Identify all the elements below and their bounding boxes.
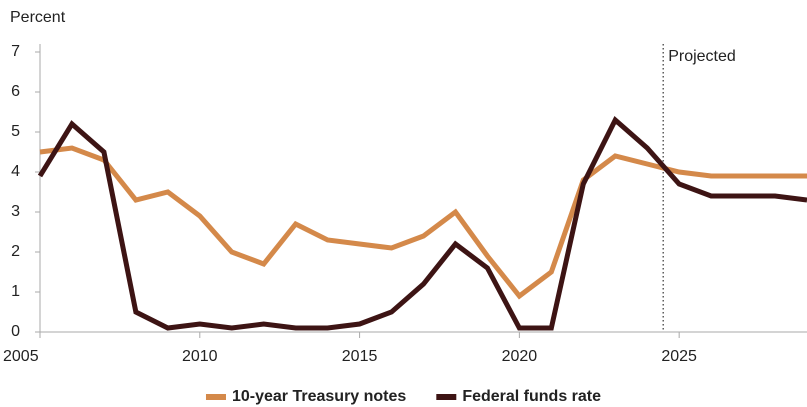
series-line: [39, 145, 807, 300]
y-tick-label: 4: [11, 163, 20, 180]
legend-label: 10-year Treasury notes: [232, 388, 406, 405]
y-tick-label: 1: [11, 283, 20, 300]
series-line: [37, 115, 807, 331]
y-tick-label: 2: [11, 243, 20, 260]
x-tick-label: 2020: [502, 348, 538, 365]
y-tick-label: 5: [11, 123, 20, 140]
y-tick-label: 3: [11, 203, 20, 220]
legend-label: Federal funds rate: [462, 388, 601, 405]
y-tick-label: 6: [11, 83, 20, 100]
x-tick-label: 2005: [3, 348, 39, 365]
y-tick-label: 0: [11, 323, 20, 340]
x-tick-label: 2025: [661, 348, 697, 365]
y-axis-label: Percent: [10, 9, 66, 26]
x-tick-label: 2015: [342, 348, 378, 365]
x-tick-label: 2010: [182, 348, 218, 365]
annotation: Projected: [668, 48, 736, 65]
y-tick-label: 7: [11, 43, 20, 60]
